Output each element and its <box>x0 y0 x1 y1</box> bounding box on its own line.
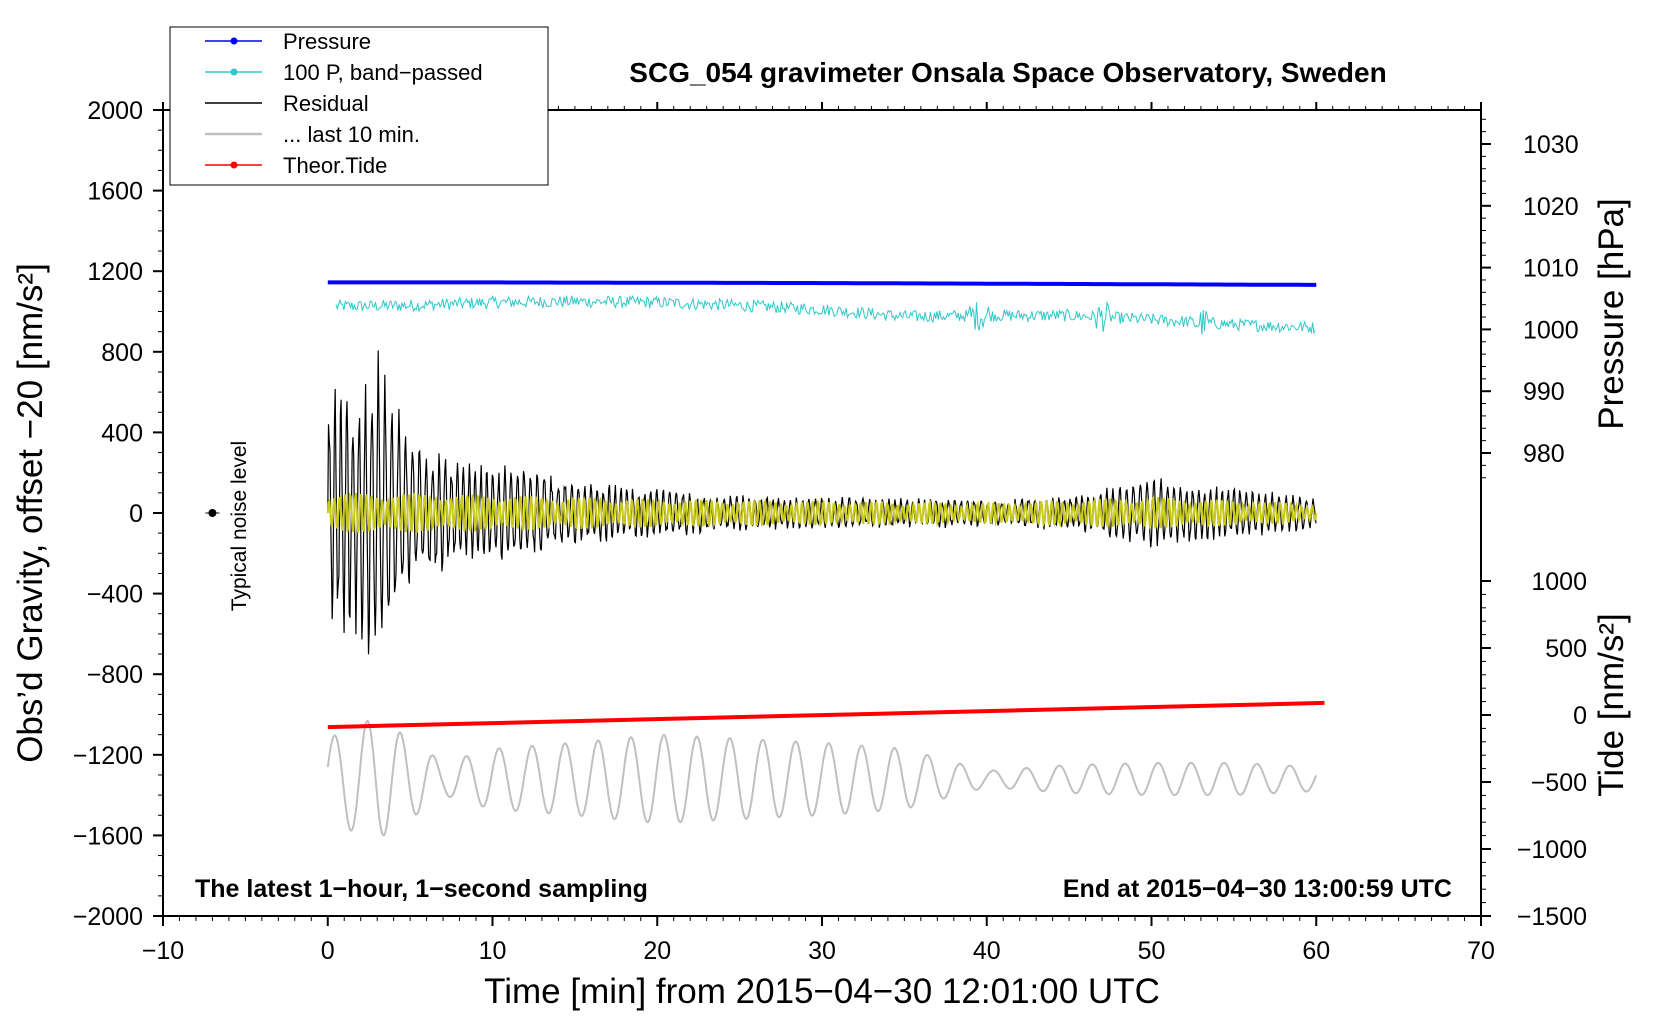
tide-tick-label: 0 <box>1573 702 1587 730</box>
legend-label: Residual <box>283 91 369 116</box>
x-tick-label: 40 <box>973 937 1001 965</box>
pressure-tick-label: 1000 <box>1523 316 1579 344</box>
y-tick-label: 1200 <box>87 258 143 286</box>
y-tick-label: −2000 <box>73 903 143 931</box>
pressure-tick-label: 1030 <box>1523 131 1579 159</box>
series-last10 <box>326 719 1318 837</box>
y-tick-label: −800 <box>87 661 143 689</box>
series-filtered <box>326 491 1318 534</box>
tide-tick-label: 500 <box>1545 635 1587 663</box>
y-axis-title-tide: Tide [nm/s²] <box>1592 613 1631 796</box>
pressure-tick-label: 980 <box>1523 440 1565 468</box>
noise-dot <box>208 509 217 517</box>
series-layer <box>326 280 1325 837</box>
y-axis-title-left-text: Obs’d Gravity, offset −20 [nm/s²] <box>11 263 50 763</box>
series-tide <box>327 700 1325 730</box>
axes-layer: −10 0 10 20 30 40 50 60 702000160012008004000−40… <box>73 97 1587 965</box>
legend-box <box>169 26 549 186</box>
legend-marker <box>230 37 238 45</box>
legend: Pressure 100 P, band−passed Residual ... la… <box>169 26 549 186</box>
legend-marker <box>230 68 238 76</box>
series-bandpassed <box>335 294 1316 335</box>
legend-label: ... last 10 min. <box>283 122 420 147</box>
y-tick-label: −1600 <box>73 822 143 850</box>
x-tick-label: 60 <box>1302 937 1330 965</box>
x-tick-label: 20 <box>643 937 671 965</box>
y-tick-label: 1600 <box>87 178 143 206</box>
chart-title: SCG_054 gravimeter Onsala Space Observat… <box>629 57 1386 88</box>
legend-item: 100 P, band−passed <box>205 60 483 85</box>
legend-label: Pressure <box>283 29 371 54</box>
tide-tick-label: 1000 <box>1531 568 1587 596</box>
y-tick-label: −1200 <box>73 742 143 770</box>
y-tick-label: 0 <box>129 500 143 528</box>
legend-label: Theor.Tide <box>283 153 387 178</box>
x-tick-label: −10 <box>142 937 184 965</box>
series-pressure <box>327 280 1317 287</box>
y-tick-label: −400 <box>87 581 143 609</box>
x-tick-label: 50 <box>1138 937 1166 965</box>
pressure-tick-label: 1020 <box>1523 193 1579 221</box>
pressure-tick-label: 990 <box>1523 378 1565 406</box>
noise-marker <box>205 509 220 517</box>
legend-marker <box>230 161 238 169</box>
y-tick-label: 400 <box>101 419 143 447</box>
tide-tick-label: −1000 <box>1517 836 1587 864</box>
y-axis-title-pressure: Pressure [hPa] <box>1592 198 1631 430</box>
x-axis-title: Time [min] from 2015−04−30 12:01:00 UTC <box>484 972 1160 1011</box>
pressure-tick-label: 1010 <box>1523 255 1579 283</box>
x-tick-label: 70 <box>1467 937 1495 965</box>
x-tick-label: 10 <box>479 937 507 965</box>
tide-tick-label: −500 <box>1531 769 1587 797</box>
annotation-end-time: End at 2015−04−30 13:00:59 UTC <box>1063 875 1452 903</box>
legend-item: ... last 10 min. <box>205 122 420 147</box>
noise-level-label: Typical noise level <box>228 441 251 611</box>
annotation-sampling: The latest 1−hour, 1−second sampling <box>195 875 648 903</box>
series-residual <box>327 350 1317 655</box>
legend-item: Theor.Tide <box>205 153 387 178</box>
x-tick-label: 0 <box>321 937 335 965</box>
y-tick-label: 2000 <box>87 97 143 125</box>
x-tick-label: 30 <box>808 937 836 965</box>
y-axis-title-left: Obs’d Gravity, offset −20 [nm/s²] <box>11 263 50 763</box>
y-tick-label: 800 <box>101 339 143 367</box>
tide-tick-label: −1500 <box>1517 903 1587 931</box>
legend-label: 100 P, band−passed <box>283 60 483 85</box>
legend-item: Pressure <box>205 29 371 54</box>
legend-item: Residual <box>205 91 369 116</box>
